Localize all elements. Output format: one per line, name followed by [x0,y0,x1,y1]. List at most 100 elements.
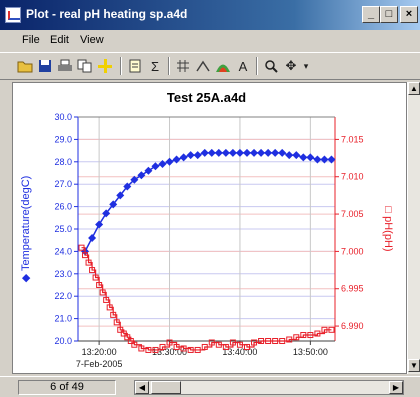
y-left-tick-label: 20.0 [54,336,72,346]
ph-point-marker [208,339,215,346]
ph-point-marker [187,346,194,353]
temperature-point-marker [102,209,111,218]
temperature-point-marker [130,175,139,184]
scroll-right-icon[interactable]: ▶ [389,381,403,394]
y-right-tick-label: 7.005 [341,209,364,219]
open-folder-icon[interactable] [16,57,34,75]
ph-point-marker [103,296,110,303]
scroll-left-icon[interactable]: ◀ [135,381,149,394]
ph-point-marker [85,259,92,266]
horizontal-scrollbar[interactable]: ◀ ▶ [134,380,404,395]
ph-point-marker [113,319,120,326]
y-left-tick-label: 21.0 [54,314,72,324]
print-icon[interactable] [56,57,74,75]
window-title: Plot - real pH heating sp.a4d [26,7,188,21]
ph-point-marker [258,338,265,344]
series-line-temperature [84,152,332,252]
ph-point-marker [78,244,85,251]
x-tick-label: 13:40:00 [222,347,257,357]
area-icon[interactable] [214,57,232,75]
close-button[interactable]: × [400,6,418,23]
temperature-point-marker [228,148,237,157]
x-date-label: 7-Feb-2005 [76,359,123,369]
app-icon [5,7,21,23]
temperature-point-marker [264,148,273,157]
toolbar-separator [120,57,122,75]
y-left-tick-label: 29.0 [54,134,72,144]
ph-point-marker [117,326,124,333]
scroll-thumb[interactable] [151,381,181,394]
sigma-icon[interactable]: Σ [150,58,160,74]
chart-title: Test 25A.a4d [167,90,246,105]
ph-point-marker [120,330,127,337]
scroll-up-icon[interactable]: ▲ [408,82,420,95]
y-left-axis-title: ◆ Temperature(degC) [20,176,32,283]
menu-bar: File Edit View [0,30,420,50]
temperature-point-marker [214,148,223,157]
pan-icon[interactable]: ✥ [285,58,297,73]
page-indicator: 6 of 49 [18,380,116,395]
temperature-point-marker [137,171,146,180]
peak-icon[interactable] [194,57,212,75]
ph-point-marker [279,338,286,344]
y-right-axis-title: □ pH(pH) [382,206,394,251]
ph-point-marker [293,334,300,341]
title-bar[interactable]: Plot - real pH heating sp.a4d _ □ × [0,0,420,30]
temperature-point-marker [88,233,97,242]
temperature-point-marker [306,153,315,162]
toolbar-separator [256,57,258,75]
temperature-point-marker [109,200,118,209]
y-left-tick-label: 30.0 [54,112,72,122]
crosshair-icon[interactable] [96,57,114,75]
y-right-tick-label: 7.010 [341,172,364,182]
ph-point-marker [229,339,236,346]
ph-point-marker [124,334,131,341]
ph-point-marker [82,252,89,259]
temperature-point-marker [200,148,209,157]
series-line-ph [81,247,332,351]
toolbar-separator [168,57,170,75]
menu-file[interactable]: File [22,34,40,46]
zoom-icon[interactable] [262,57,280,75]
ph-point-marker [106,304,113,311]
copy-icon[interactable] [76,57,94,75]
vertical-scrollbar[interactable]: ▲ ▼ [407,82,420,374]
dropdown-arrow-icon[interactable]: ▾ [303,60,309,71]
y-left-tick-label: 23.0 [54,269,72,279]
temperature-point-marker [158,160,167,169]
scroll-down-icon[interactable]: ▼ [408,359,420,372]
temperature-point-marker [165,157,174,166]
text-marker-icon[interactable]: A [238,58,248,74]
y-left-tick-label: 27.0 [54,179,72,189]
temperature-point-marker [320,155,329,164]
chart: Test 25A.a4d 20.0 21.0 22.0 23.0 24.0 25.0 26.0… [20,90,394,369]
y-left-tick-label: 22.0 [54,291,72,301]
temperature-point-marker [292,151,301,160]
menu-view[interactable]: View [80,34,104,46]
ph-point-marker [138,345,145,352]
ph-point-marker [321,326,328,333]
y-left-tick-label: 24.0 [54,246,72,256]
plot-area[interactable]: Test 25A.a4d 20.0 21.0 22.0 23.0 24.0 25.0 26.0… [12,82,407,374]
y-left-tick-label: 25.0 [54,224,72,234]
save-icon[interactable] [36,57,54,75]
ph-point-marker [96,282,103,288]
menu-edit[interactable]: Edit [50,34,69,46]
maximize-button[interactable]: □ [380,6,398,23]
notes-icon[interactable] [126,57,144,75]
toolbar: Σ A ✥ ▾ [0,52,420,80]
ph-point-marker [159,343,166,350]
ph-point-marker [173,343,180,350]
temperature-point-marker [313,155,322,164]
temperature-point-marker [257,148,266,157]
temperature-point-marker [207,148,216,157]
grid-icon[interactable] [174,57,192,75]
temperature-point-marker [327,155,336,164]
temperature-point-marker [172,155,181,164]
ph-point-marker [89,267,96,274]
ph-point-marker [307,332,314,339]
temperature-point-marker [221,148,230,157]
minimize-button[interactable]: _ [362,6,380,23]
y-right-tick-label: 7.000 [341,246,364,256]
